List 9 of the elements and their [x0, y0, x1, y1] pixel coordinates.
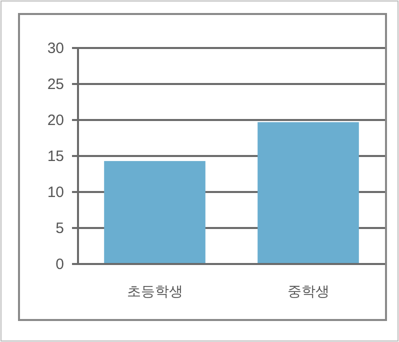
y-tick-label: 20: [47, 112, 64, 129]
x-tick-label: 중학생: [287, 283, 330, 299]
y-tick-label: 25: [47, 76, 64, 93]
y-tick-label: 30: [47, 40, 64, 57]
x-tick-label: 초등학생: [126, 283, 183, 299]
y-tick-label: 5: [56, 220, 64, 237]
y-tick-label: 15: [47, 148, 64, 165]
y-tick-label: 10: [47, 184, 64, 201]
y-tick-label: 0: [56, 256, 64, 273]
